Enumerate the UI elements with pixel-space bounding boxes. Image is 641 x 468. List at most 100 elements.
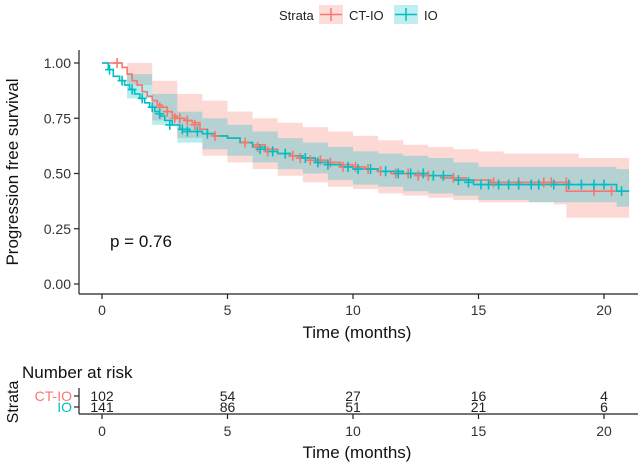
x-axis-label: Time (months): [303, 323, 412, 342]
censor-mark-io: [255, 144, 265, 155]
x-ticks: 0 5 10 15 20: [98, 294, 612, 318]
risk-count-io: 21: [471, 399, 487, 415]
x-tick-label: 20: [596, 302, 612, 318]
censor-mark-io: [484, 179, 494, 190]
censor-mark-ct-io: [182, 115, 192, 126]
risk-row-label-io: IO: [57, 399, 72, 415]
censor-mark-io: [564, 179, 574, 190]
censor-mark-io: [353, 164, 363, 175]
censor-mark-io: [589, 179, 599, 190]
censor-mark-io: [165, 119, 175, 130]
legend-label-io: IO: [424, 8, 438, 23]
y-tick-label: 0.75: [44, 110, 71, 126]
legend-title: Strata: [279, 8, 314, 23]
risk-x-ticks: 0 5 10 15 20: [98, 414, 612, 439]
censor-mark-ct-io: [489, 177, 499, 188]
risk-count-ct-io: 4: [600, 388, 608, 404]
censor-mark-io: [381, 166, 391, 177]
censor-mark-ct-io: [288, 150, 298, 161]
censor-mark-io: [117, 75, 127, 86]
risk-count-ct-io: 27: [345, 388, 361, 404]
risk-x-tick-label: 20: [596, 423, 612, 439]
survival-curve-io: [102, 62, 630, 192]
risk-table: Number at risk Strata CT-IO 102 54 27 16 4 IO 1…: [5, 363, 638, 462]
censor-mark-io: [428, 170, 438, 181]
censor-mark-io: [105, 64, 115, 75]
risk-x-tick-label: 15: [471, 423, 487, 439]
ci-band-io: [102, 63, 630, 207]
censor-mark-io: [393, 168, 403, 179]
censor-mark-ct-io: [175, 113, 185, 124]
y-tick-label: 1.00: [44, 55, 71, 71]
risk-table-ylabel: Strata: [5, 381, 22, 424]
censor-mark-io: [504, 179, 514, 190]
legend: Strata CT-IO IO: [279, 5, 438, 24]
risk-x-tick-label: 5: [224, 423, 232, 439]
censor-mark-io: [514, 179, 524, 190]
risk-count-io: 141: [90, 399, 114, 415]
censor-mark-io: [202, 128, 212, 139]
censor-mark-io: [280, 148, 290, 159]
censor-mark-ct-io: [190, 119, 200, 130]
risk-x-tick-label: 10: [345, 423, 361, 439]
censor-mark-io: [127, 84, 137, 95]
risk-count-ct-io: 54: [220, 388, 236, 404]
censor-mark-ct-io: [413, 170, 423, 181]
censor-mark-io: [576, 179, 586, 190]
risk-count-io: 51: [345, 399, 361, 415]
censor-mark-io: [406, 168, 416, 179]
censor-mark-io: [534, 179, 544, 190]
censor-mark-io: [476, 179, 486, 190]
censor-mark-io: [549, 179, 559, 190]
censor-mark-ct-io: [607, 186, 617, 197]
censor-mark-io: [323, 159, 333, 170]
censor-mark-io: [300, 153, 310, 164]
ci-band-ct-io: [102, 63, 630, 218]
censor-mark-io: [438, 170, 448, 181]
x-tick-label: 0: [98, 302, 106, 318]
censor-mark-io: [147, 102, 157, 113]
km-plot: 0.00 0.25 0.50 0.75 1.00 0 5 10 15 20 p = 0.76 P…: [3, 50, 638, 342]
legend-key-ct-io: [319, 5, 343, 24]
censor-mark-ct-io: [240, 137, 250, 148]
risk-count-io: 86: [220, 399, 236, 415]
censor-mark-ct-io: [448, 172, 458, 183]
risk-count-io: 6: [600, 399, 608, 415]
censor-mark-io: [617, 186, 627, 197]
censor-mark-io: [155, 108, 165, 119]
y-tick-label: 0.50: [44, 166, 71, 182]
risk-table-title: Number at risk: [22, 363, 133, 382]
risk-count-ct-io: 16: [471, 388, 487, 404]
censor-mark-ct-io: [210, 130, 220, 141]
censor-mark-io: [137, 93, 147, 104]
censor-mark-ct-io: [162, 106, 172, 117]
censor-mark-io: [177, 124, 187, 135]
censor-mark-io: [268, 146, 278, 157]
censor-mark-io: [463, 177, 473, 188]
censor-mark-ct-io: [539, 177, 549, 188]
x-tick-label: 10: [345, 302, 361, 318]
censor-mark-io: [182, 126, 192, 137]
risk-x-tick-label: 0: [98, 423, 106, 439]
risk-rows: CT-IO 102 54 27 16 4 IO 141 86 51 21 6: [35, 388, 608, 415]
censor-mark-io: [366, 164, 376, 175]
legend-key-io: [394, 5, 418, 24]
y-tick-label: 0.00: [44, 276, 71, 292]
risk-count-ct-io: 102: [90, 388, 114, 404]
risk-row-label-ct-io: CT-IO: [35, 388, 72, 404]
y-axis-label: Progression free survival: [3, 78, 22, 265]
risk-table-xlabel: Time (months): [303, 443, 412, 462]
p-value-annotation: p = 0.76: [110, 232, 172, 251]
confidence-bands: [102, 63, 630, 218]
censor-mark-io: [418, 168, 428, 179]
censor-mark-ct-io: [305, 155, 315, 166]
y-ticks: 0.00 0.25 0.50 0.75 1.00: [44, 55, 79, 292]
x-tick-label: 5: [224, 302, 232, 318]
censor-marks: [105, 58, 627, 197]
censor-mark-io: [313, 157, 323, 168]
legend-label-ct-io: CT-IO: [349, 8, 384, 23]
y-tick-label: 0.25: [44, 221, 71, 237]
censor-mark-io: [453, 175, 463, 186]
censor-mark-io: [526, 179, 536, 190]
